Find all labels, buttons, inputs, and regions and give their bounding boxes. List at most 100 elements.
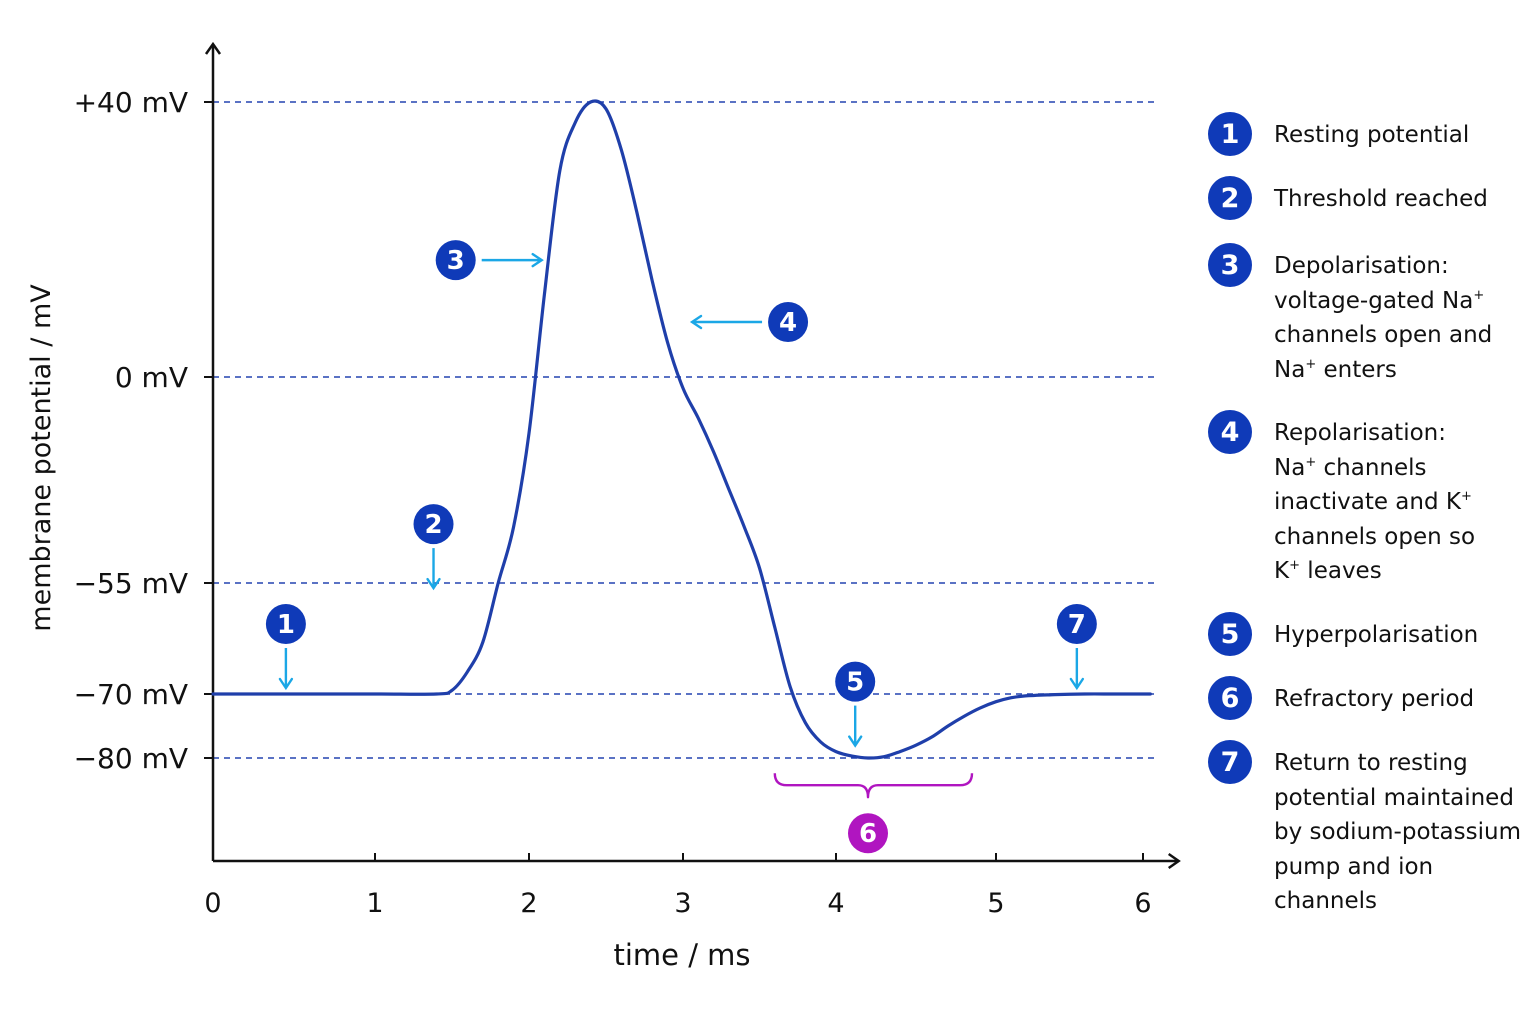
legend-text: Threshold reached [1274, 182, 1522, 217]
marker-5: 5 [835, 661, 876, 702]
marker-circle [848, 813, 888, 854]
legend-line: Na+ enters [1274, 353, 1522, 388]
legend-segment: by sodium-potassium [1274, 819, 1521, 845]
stage-markers: 1 2 3 4 5 6 7 [265, 240, 1097, 854]
legend-segment: enters [1316, 356, 1397, 383]
x-axis-arrow-icon [1167, 852, 1181, 870]
legend-text: Resting potential [1274, 118, 1522, 153]
legend-line: Resting potential [1274, 118, 1522, 153]
marker-number: 1 [277, 610, 295, 640]
y-tick-label: −70 mV [74, 678, 188, 711]
x-tick-label: 1 [366, 888, 383, 919]
arrow-head-icon [848, 735, 863, 748]
marker-number: 3 [447, 246, 465, 276]
legend-number-badge: 7 [1208, 740, 1252, 784]
legend-segment: potential maintained [1274, 784, 1514, 811]
legend-segment: Refractory period [1274, 686, 1475, 712]
legend-text: Depolarisation: voltage-gated Na+ channels… [1274, 249, 1522, 387]
legend-text: Hyperpolarisation [1274, 618, 1522, 653]
y-axis-arrow-icon [204, 41, 222, 55]
marker-number: 2 [424, 510, 442, 540]
legend-segment: leaves [1300, 558, 1382, 584]
marker-circle [413, 504, 454, 545]
legend-text: Return to resting potential maintained by … [1274, 746, 1522, 919]
legend-line: by sodium-potassium [1274, 815, 1522, 850]
reference-lines [213, 101, 1156, 759]
legend-text: Refractory period [1274, 682, 1522, 717]
legend-line: channels [1274, 884, 1522, 919]
arrow-head-icon [689, 314, 703, 330]
legend-line: Refractory period [1274, 682, 1522, 717]
legend-line: Depolarisation: [1274, 249, 1522, 284]
legend-segment: K [1274, 558, 1290, 584]
y-ticks: +40 mV 0 mV −55 mV −70 mV −80 mV [74, 86, 213, 775]
marker-number: 6 [859, 819, 877, 849]
arrow-head-icon [426, 577, 441, 591]
legend-line: channels open so [1274, 520, 1522, 555]
x-tick-label: 0 [204, 888, 221, 919]
legend-superscript: + [1473, 287, 1485, 303]
legend-superscript: + [1460, 489, 1472, 504]
legend-segment: inactivate and K [1274, 489, 1461, 515]
arrow-head-icon [1069, 677, 1085, 691]
legend-segment: channels [1316, 454, 1427, 481]
marker-circle [835, 661, 876, 702]
marker-7: 7 [1056, 604, 1097, 644]
marker-circle [435, 240, 476, 281]
y-tick-label: −55 mV [74, 567, 188, 600]
x-tick-label: 4 [827, 888, 844, 919]
legend-number-badge: 4 [1208, 410, 1252, 454]
marker-3: 3 [435, 240, 476, 281]
legend-segment: Hyperpolarisation [1274, 622, 1479, 648]
y-axis-label: membrane potential / mV [26, 284, 57, 632]
legend-superscript: + [1305, 454, 1317, 470]
refractory-brace-icon [773, 773, 974, 799]
y-tick-label: 0 mV [115, 361, 188, 394]
x-tick-label: 6 [1134, 888, 1151, 919]
legend-number-badge: 6 [1208, 676, 1252, 720]
x-tick-label: 2 [520, 888, 537, 919]
x-ticks: 0 1 2 3 4 5 6 [204, 853, 1152, 919]
marker-circle [1056, 604, 1097, 644]
marker-1: 1 [265, 604, 306, 644]
legend-segment: Depolarisation: [1274, 253, 1449, 279]
legend-segment: Return to resting [1274, 750, 1468, 776]
legend-number-badge: 3 [1208, 243, 1252, 287]
legend-segment: Repolarisation: [1274, 420, 1446, 446]
marker-number: 5 [846, 668, 864, 698]
legend-line: pump and ion [1274, 850, 1522, 885]
legend-text: Repolarisation: Na+ channels inactivate an… [1274, 416, 1522, 589]
axes [204, 41, 1181, 870]
legend-superscript: + [1289, 558, 1300, 573]
marker-number: 7 [1068, 610, 1086, 640]
legend-number-badge: 1 [1208, 112, 1252, 156]
legend-segment: channels [1274, 888, 1377, 914]
marker-number: 4 [779, 308, 797, 338]
x-tick-label: 3 [674, 888, 691, 919]
legend-number-badge: 5 [1208, 612, 1252, 656]
legend-line: Repolarisation: [1274, 416, 1522, 451]
legend-segment: pump and ion [1274, 853, 1434, 880]
arrow-head-icon [278, 677, 294, 691]
legend-line: Return to resting [1274, 746, 1522, 781]
y-tick-label: −80 mV [74, 742, 188, 775]
marker-circle [265, 604, 306, 644]
marker-2: 2 [413, 504, 454, 545]
legend-segment: Na [1274, 356, 1306, 383]
legend-segment: Threshold reached [1274, 186, 1488, 212]
legend-number-badge: 2 [1208, 176, 1252, 220]
membrane-potential-curve [211, 99, 1152, 760]
legend-line: Na+ channels [1274, 451, 1522, 486]
marker-4: 4 [768, 302, 809, 342]
legend-line: Threshold reached [1274, 182, 1522, 217]
legend-line: channels open and [1274, 318, 1522, 353]
legend-segment: Na [1274, 454, 1306, 481]
marker-6: 6 [848, 813, 888, 854]
legend-line: voltage-gated Na+ [1274, 284, 1522, 319]
legend-line: K+ leaves [1274, 554, 1522, 589]
legend-line: Hyperpolarisation [1274, 618, 1522, 653]
legend-superscript: + [1305, 356, 1317, 372]
marker-circle [768, 302, 809, 342]
legend-segment: channels open and [1274, 322, 1493, 348]
